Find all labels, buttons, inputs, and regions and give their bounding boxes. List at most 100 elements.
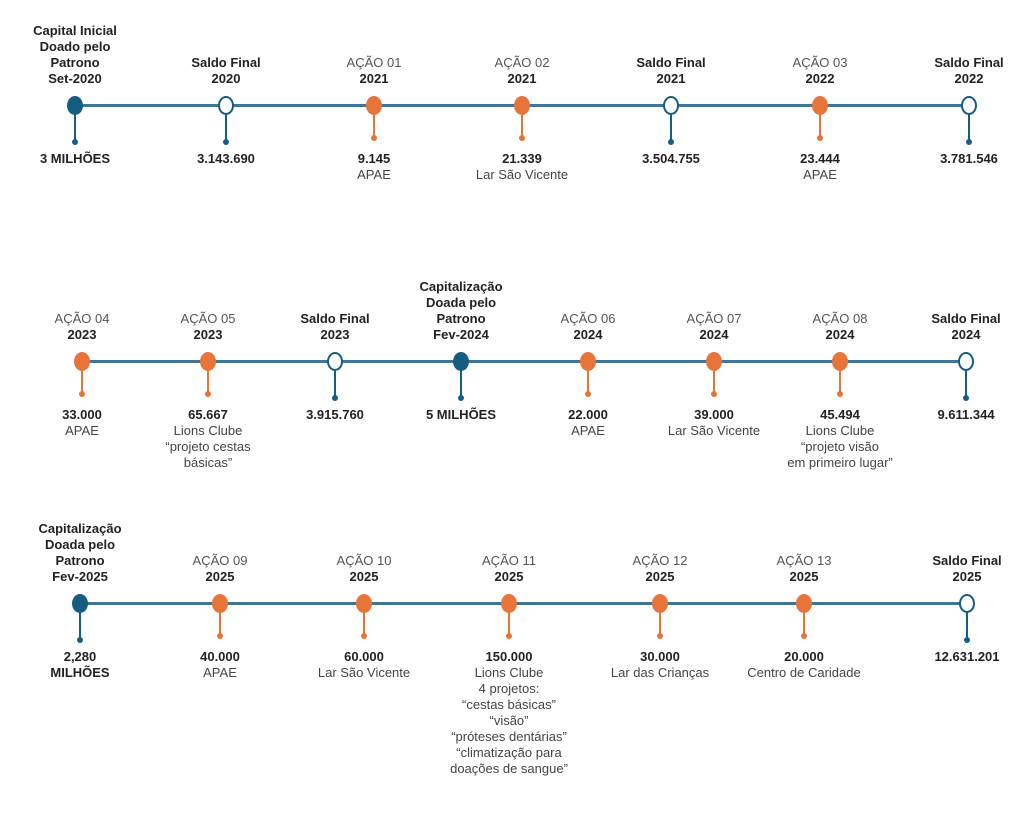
beneficiary-line: “projeto visão — [800, 439, 880, 454]
stem-tip — [964, 637, 970, 643]
heading-line: 2023 — [320, 327, 350, 342]
beneficiary-line: “visão” — [489, 713, 529, 728]
milestone-heading: AÇÃO 11 2025 — [429, 553, 589, 585]
stem-tip — [519, 135, 525, 141]
marker-stem — [839, 369, 841, 393]
milestone-details: 5 MILHÕES — [381, 407, 541, 423]
heading-line: Fev-2025 — [52, 569, 108, 584]
beneficiary-line: APAE — [357, 167, 391, 182]
marker-stem — [521, 113, 523, 137]
action-marker — [356, 594, 372, 613]
marker-stem — [508, 611, 510, 635]
marker-stem — [334, 369, 336, 397]
action-marker — [652, 594, 668, 613]
action-label: AÇÃO 04 — [54, 311, 110, 326]
action-label: AÇÃO 08 — [812, 311, 868, 326]
beneficiary-line: APAE — [65, 423, 99, 438]
marker-stem — [587, 369, 589, 393]
action-marker — [580, 352, 596, 371]
milestone-value-unit: MILHÕES — [50, 665, 110, 680]
beneficiary-line: “climatização para — [456, 745, 562, 760]
milestone-details: 60.000 Lar São Vicente — [284, 649, 444, 681]
marker-stem — [968, 113, 970, 141]
action-marker — [706, 352, 722, 371]
heading-line: 2021 — [359, 71, 389, 86]
milestone-details: 21.339 Lar São Vicente — [442, 151, 602, 183]
marker-stem — [74, 113, 76, 141]
milestone-details: 3.915.760 — [255, 407, 415, 423]
milestone-heading: AÇÃO 06 2024 — [508, 311, 668, 343]
beneficiary-line: Lions Clube — [173, 423, 243, 438]
marker-stem — [373, 113, 375, 137]
heading-line: Capitalização — [419, 279, 503, 294]
milestone-details: 9.145 APAE — [294, 151, 454, 183]
milestone-value: 3.915.760 — [306, 407, 364, 422]
beneficiary-line: Centro de Caridade — [747, 665, 861, 680]
action-marker — [796, 594, 812, 613]
heading-line: 2023 — [193, 327, 223, 342]
stem-tip — [966, 139, 972, 145]
heading-line: 2025 — [952, 569, 982, 584]
heading-line: 2024 — [951, 327, 981, 342]
heading-line: Saldo Final — [934, 55, 1004, 70]
action-label: AÇÃO 10 — [336, 553, 392, 568]
milestone-details: 3.781.546 — [889, 151, 1024, 167]
milestone-value: 23.444 — [800, 151, 840, 166]
milestone-heading: AÇÃO 09 2025 — [140, 553, 300, 585]
milestone-details: 45.494 Lions Clube “projeto visão em primei… — [760, 407, 920, 471]
heading-line: Set-2020 — [48, 71, 102, 86]
marker-stem — [965, 369, 967, 397]
heading-line: Doada pelo — [425, 295, 497, 310]
milestone-heading: AÇÃO 04 2023 — [2, 311, 162, 343]
heading-line: 2025 — [349, 569, 379, 584]
beneficiary-line: “próteses dentárias” — [451, 729, 567, 744]
marker-stem — [225, 113, 227, 141]
beneficiary-line: “projeto cestas — [165, 439, 251, 454]
milestone-value: 150.000 — [485, 649, 533, 664]
stem-tip — [585, 391, 591, 397]
marker-stem — [460, 369, 462, 397]
heading-line: 2021 — [656, 71, 686, 86]
milestone-value: 60.000 — [344, 649, 384, 664]
milestone-value: 3 MILHÕES — [39, 151, 111, 166]
heading-line: 2024 — [699, 327, 729, 342]
stem-tip — [77, 637, 83, 643]
milestone-details: 20.000 Centro de Caridade — [724, 649, 884, 681]
beneficiary-line: Lar São Vicente — [317, 665, 411, 680]
heading-line: 2024 — [825, 327, 855, 342]
action-label: AÇÃO 05 — [180, 311, 236, 326]
milestone-heading: AÇÃO 02 2021 — [442, 55, 602, 87]
heading-line: Fev-2024 — [433, 327, 489, 342]
milestone-heading: AÇÃO 13 2025 — [724, 553, 884, 585]
marker-stem — [219, 611, 221, 635]
stem-tip — [801, 633, 807, 639]
marker-stem — [81, 369, 83, 393]
stem-tip — [72, 139, 78, 145]
beneficiary-line: APAE — [803, 167, 837, 182]
action-marker — [501, 594, 517, 613]
heading-line: 2022 — [805, 71, 835, 86]
milestone-details: 150.000 Lions Clube 4 projetos: “cestas bás… — [429, 649, 589, 777]
milestone-details: 39.000 Lar São Vicente — [634, 407, 794, 439]
action-label: AÇÃO 13 — [776, 553, 832, 568]
milestone-value: 12.631.201 — [934, 649, 1000, 664]
milestone-value: 30.000 — [640, 649, 680, 664]
heading-line: 2024 — [573, 327, 603, 342]
timeline-axis — [82, 360, 966, 363]
stem-tip — [711, 391, 717, 397]
milestone-details: 40.000 APAE — [140, 649, 300, 681]
heading-line: 2025 — [645, 569, 675, 584]
beneficiary-line: doações de sangue” — [450, 761, 568, 776]
action-label: AÇÃO 06 — [560, 311, 616, 326]
milestone-heading: Capital Inicial Doado pelo Patrono Set-2020 — [0, 23, 155, 87]
milestone-details: 33.000 APAE — [2, 407, 162, 439]
action-label: AÇÃO 02 — [494, 55, 550, 70]
milestone-details: 3 MILHÕES — [0, 151, 155, 167]
beneficiary-line: em primeiro lugar” — [787, 455, 893, 470]
beneficiary-line: APAE — [203, 665, 237, 680]
heading-line: 2021 — [507, 71, 537, 86]
stem-tip — [668, 139, 674, 145]
beneficiary-line: “cestas básicas” — [462, 697, 556, 712]
action-marker — [74, 352, 90, 371]
stem-tip — [506, 633, 512, 639]
